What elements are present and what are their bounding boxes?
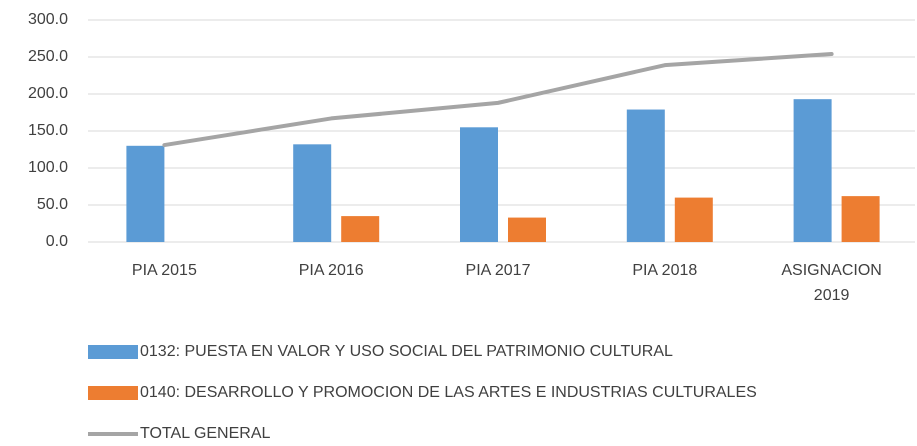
- y-tick-label: 200.0: [28, 85, 68, 102]
- bar: [460, 127, 498, 242]
- y-tick-label: 300.0: [28, 11, 68, 28]
- x-tick-label: ASIGNACION 2019: [781, 262, 882, 304]
- x-tick-label: PIA 2016: [298, 262, 364, 279]
- bar: [508, 217, 546, 242]
- legend-swatch: [88, 386, 138, 400]
- legend-swatch: [88, 345, 138, 359]
- bar: [293, 144, 332, 242]
- bar: [341, 216, 380, 242]
- bar: [126, 145, 165, 242]
- x-tick-label: PIA 2018: [632, 262, 698, 279]
- bar: [793, 99, 832, 243]
- legend-label: 0140: DESARROLLO Y PROMOCION DE LAS ARTE…: [140, 384, 757, 401]
- y-tick-label: 250.0: [28, 48, 68, 65]
- line: [162, 52, 834, 148]
- bar: [626, 109, 665, 242]
- bar: [841, 196, 880, 242]
- x-tick-label: PIA 2017: [465, 262, 531, 279]
- bar: [674, 197, 713, 242]
- y-tick-label: 0.0: [46, 233, 68, 250]
- legend-label: 0132: PUESTA EN VALOR Y USO SOCIAL DEL P…: [140, 343, 673, 360]
- y-tick-label: 50.0: [37, 196, 68, 213]
- legend-label: TOTAL GENERAL: [140, 425, 271, 442]
- x-tick-label: PIA 2015: [131, 262, 197, 279]
- y-tick-label: 150.0: [28, 122, 68, 139]
- y-tick-label: 100.0: [28, 159, 68, 176]
